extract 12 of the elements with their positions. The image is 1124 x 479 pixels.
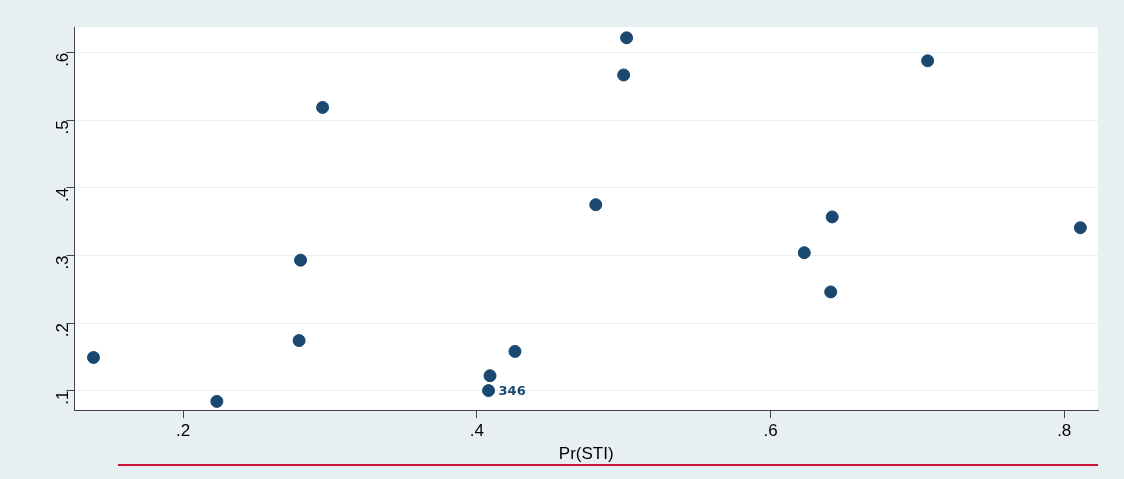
x-tick-label: .6 xyxy=(763,421,778,441)
y-tick-label: .1 xyxy=(53,390,73,405)
x-tick-label: .4 xyxy=(469,421,484,441)
y-tick-label: .4 xyxy=(53,187,73,203)
y-tick-label: .3 xyxy=(53,255,73,270)
y-tick-label: .5 xyxy=(53,120,73,135)
annotation: 346 xyxy=(498,382,526,398)
x-tick-label: .8 xyxy=(1057,421,1072,441)
y-tick-label: .6 xyxy=(53,52,73,67)
x-axis-title: Pr(STI) xyxy=(558,444,614,464)
x-tick-label: .2 xyxy=(175,421,191,441)
y-tick-label: .2 xyxy=(53,323,73,338)
